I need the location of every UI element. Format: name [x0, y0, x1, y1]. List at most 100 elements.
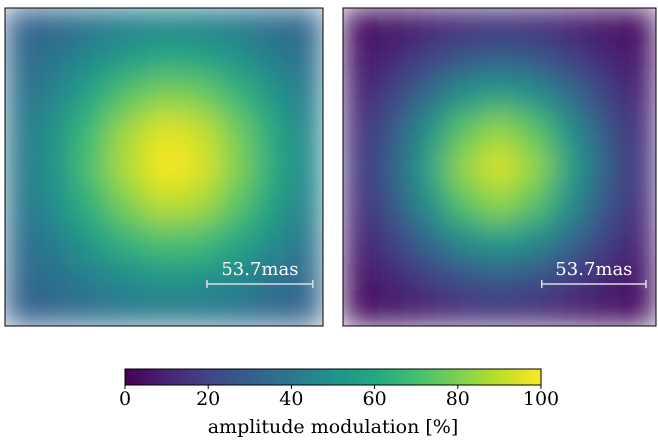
cell	[75, 290, 112, 326]
cell	[343, 184, 379, 221]
colorbar-tick-label: 40	[279, 388, 303, 410]
cell	[343, 290, 379, 326]
cell	[216, 219, 253, 256]
cell	[287, 78, 323, 115]
scale-bar-label: 53.7mas	[221, 259, 298, 280]
cell	[446, 78, 483, 115]
cell	[251, 254, 289, 292]
cell	[620, 290, 656, 326]
cell	[145, 184, 183, 221]
cell	[412, 113, 448, 150]
cell	[145, 42, 183, 80]
cell	[110, 184, 147, 221]
cell	[181, 148, 218, 186]
cell	[216, 254, 253, 292]
cell	[620, 113, 656, 150]
cell	[181, 290, 218, 326]
cell	[481, 290, 518, 326]
panel-frame	[4, 7, 324, 327]
cell	[216, 8, 253, 44]
cell	[412, 42, 448, 80]
cell	[251, 42, 289, 80]
cell	[145, 148, 183, 186]
cell	[481, 78, 518, 115]
cell	[75, 8, 112, 44]
cell	[343, 219, 379, 256]
cell	[181, 254, 218, 292]
heatmap	[343, 8, 656, 326]
cell	[620, 184, 656, 221]
cell	[481, 113, 518, 150]
cell	[585, 78, 622, 115]
cell	[287, 219, 323, 256]
cell	[620, 42, 656, 80]
cell	[343, 113, 379, 150]
cell	[287, 42, 323, 80]
cell	[287, 148, 323, 186]
cell	[39, 42, 77, 80]
cell	[343, 42, 379, 80]
cell	[5, 113, 41, 150]
cell	[5, 78, 41, 115]
cell	[551, 148, 587, 186]
cell	[516, 219, 553, 256]
cell	[585, 254, 622, 292]
cell	[5, 184, 41, 221]
cell	[377, 184, 414, 221]
cell	[181, 42, 218, 80]
cell	[412, 184, 448, 221]
colorbar-tick-label: 20	[196, 388, 220, 410]
cell	[39, 254, 77, 292]
cell	[516, 148, 553, 186]
cell	[516, 8, 553, 44]
cell	[412, 78, 448, 115]
cell	[110, 8, 147, 44]
cell	[287, 184, 323, 221]
cell	[481, 184, 518, 221]
cell	[446, 290, 483, 326]
cell	[620, 78, 656, 115]
colorbar-tick-label: 80	[446, 388, 470, 410]
cell	[516, 184, 553, 221]
cell	[446, 8, 483, 44]
cell	[585, 42, 622, 80]
cell	[551, 184, 587, 221]
cell	[551, 113, 587, 150]
cell	[585, 113, 622, 150]
cell	[5, 148, 41, 186]
cell	[251, 8, 289, 44]
cell	[5, 254, 41, 292]
cell	[110, 42, 147, 80]
cell	[481, 219, 518, 256]
cell	[145, 219, 183, 256]
cell	[481, 254, 518, 292]
cell	[216, 78, 253, 115]
cell	[516, 78, 553, 115]
cell	[181, 78, 218, 115]
scale-bar-label: 53.7mas	[555, 259, 632, 280]
cell	[377, 8, 414, 44]
cell	[5, 8, 41, 44]
cell	[75, 148, 112, 186]
cell	[145, 254, 183, 292]
cell	[551, 78, 587, 115]
cell	[620, 8, 656, 44]
cell	[251, 78, 289, 115]
cell	[287, 8, 323, 44]
cell	[39, 148, 77, 186]
cell	[446, 148, 483, 186]
cell	[585, 219, 622, 256]
cell	[39, 8, 77, 44]
cell	[75, 113, 112, 150]
cell	[145, 8, 183, 44]
cell	[75, 254, 112, 292]
panel-frame	[342, 7, 657, 327]
cell	[551, 254, 587, 292]
cell	[216, 42, 253, 80]
cell	[585, 148, 622, 186]
cell	[481, 42, 518, 80]
cell	[110, 219, 147, 256]
cell	[377, 42, 414, 80]
cell	[110, 113, 147, 150]
cell	[145, 78, 183, 115]
